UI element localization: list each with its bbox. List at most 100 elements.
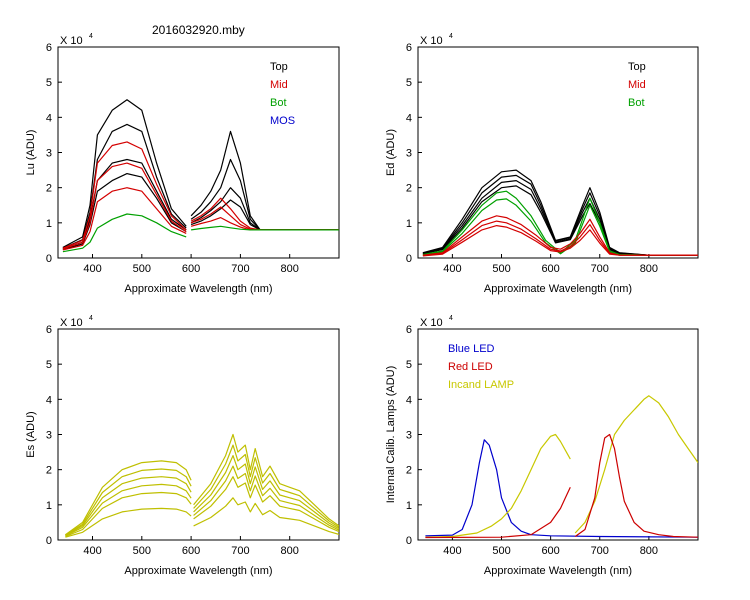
series-line-top	[62, 99, 187, 248]
x-tick-label: 600	[182, 263, 200, 275]
series-group	[62, 99, 339, 253]
legend-entry: Red LED	[448, 361, 493, 373]
x-tick-label: 400	[443, 545, 461, 557]
series-line-red-led	[425, 487, 571, 539]
scale-label: X 10	[420, 35, 443, 47]
series-line-red-led	[574, 433, 698, 538]
x-tick-label: 400	[83, 545, 101, 557]
x-tick-label: 700	[591, 545, 609, 557]
x-tick-label: 500	[133, 263, 151, 275]
y-tick-label: 3	[406, 148, 412, 160]
y-tick-label: 6	[46, 42, 52, 54]
y-tick-label: 6	[406, 42, 412, 54]
x-tick-label: 500	[492, 545, 510, 557]
y-tick-label: 2	[406, 183, 412, 195]
series-line-es	[193, 433, 339, 527]
x-axis-label: Approximate Wavelength (nm)	[484, 283, 632, 295]
legend-entry: Bot	[628, 97, 645, 109]
x-tick-label: 600	[541, 263, 559, 275]
y-tick-label: 6	[46, 324, 52, 336]
legend-entry: MOS	[270, 115, 295, 127]
x-tick-label: 400	[83, 263, 101, 275]
series-line-mid	[190, 206, 339, 231]
scale-label: X 10	[420, 317, 443, 329]
series-line-es	[65, 476, 192, 536]
legend-entry: Incand LAMP	[448, 379, 514, 391]
legend-entry: Top	[270, 61, 288, 73]
y-tick-label: 0	[406, 253, 412, 265]
x-tick-label: 600	[182, 545, 200, 557]
y-tick-label: 3	[46, 148, 52, 160]
x-tick-label: 500	[492, 263, 510, 275]
legend-entry: Bot	[270, 97, 287, 109]
y-tick-label: 2	[406, 465, 412, 477]
y-tick-label: 2	[46, 465, 52, 477]
series-line-bot	[62, 213, 187, 253]
y-tick-label: 3	[406, 430, 412, 442]
y-tick-label: 5	[406, 77, 412, 89]
series-line-mid	[62, 141, 187, 249]
y-tick-label: 0	[46, 253, 52, 265]
scale-label: X 10	[60, 317, 83, 329]
y-tick-label: 2	[46, 183, 52, 195]
series-line-mid	[422, 225, 698, 257]
series-line-top	[62, 158, 187, 250]
y-tick-label: 4	[406, 394, 412, 406]
scale-exponent: 4	[449, 315, 453, 322]
y-tick-label: 5	[46, 77, 52, 89]
legend-entry: Mid	[270, 79, 288, 91]
figure-title: 2016032920.mby	[152, 23, 245, 37]
series-line-es	[65, 460, 192, 536]
series-line-mid	[422, 215, 698, 256]
series-line-mid	[62, 162, 187, 250]
chart-calib: 0 1 2 3 4 5 6 400 500 600 700 800 X 10 4 Approximate W…	[385, 315, 699, 577]
y-tick-label: 0	[46, 535, 52, 547]
scale-exponent: 4	[449, 33, 453, 40]
series-line-top	[422, 185, 698, 256]
series-line-top	[190, 130, 339, 231]
y-tick-label: 6	[406, 324, 412, 336]
series-line-top	[62, 123, 187, 249]
y-tick-label: 1	[406, 500, 412, 512]
series-line-top	[190, 158, 339, 231]
y-tick-label: 5	[406, 359, 412, 371]
y-tick-label: 4	[406, 112, 412, 124]
series-line-top	[422, 180, 698, 256]
series-line-es	[193, 444, 339, 528]
x-tick-label: 700	[591, 263, 609, 275]
chart-es: 0 1 2 3 4 5 6 400 500 600 700 800 X 10 4 Approximate W…	[25, 315, 340, 577]
x-tick-label: 800	[640, 263, 658, 275]
series-line-mid	[62, 187, 187, 251]
series-group	[422, 169, 698, 257]
series-line-es	[65, 507, 192, 538]
legend-entry: Top	[628, 61, 646, 73]
legend-entry: Blue LED	[448, 343, 495, 355]
series-line-es	[193, 465, 339, 531]
series-line-es	[193, 455, 339, 530]
series-line-bot	[191, 225, 339, 231]
series-line-mid	[190, 217, 339, 231]
y-axis-label: Es (ADU)	[25, 411, 37, 457]
series-line-blue-led	[425, 439, 698, 538]
x-axis-label: Approximate Wavelength (nm)	[124, 283, 272, 295]
y-tick-label: 4	[46, 112, 52, 124]
x-tick-label: 800	[640, 545, 658, 557]
y-tick-label: 1	[46, 218, 52, 230]
x-tick-label: 700	[231, 263, 249, 275]
series-group	[425, 395, 698, 539]
scale-exponent: 4	[89, 33, 93, 40]
x-axis-label: Approximate Wavelength (nm)	[124, 565, 272, 577]
series-line-es	[65, 468, 192, 536]
x-tick-label: 700	[231, 545, 249, 557]
y-axis-label: Ed (ADU)	[385, 129, 397, 176]
y-tick-label: 0	[406, 535, 412, 547]
series-line-es	[65, 491, 192, 538]
series-line-incand-lamp	[425, 433, 571, 538]
chart-lu: 0 1 2 3 4 5 6 400 500 600 700 800 X 10 4 Approximate W…	[25, 33, 340, 295]
series-line-es	[193, 497, 339, 535]
scale-exponent: 4	[89, 315, 93, 322]
series-group	[65, 433, 339, 538]
plot-frame	[57, 328, 340, 541]
series-line-es	[193, 476, 339, 533]
